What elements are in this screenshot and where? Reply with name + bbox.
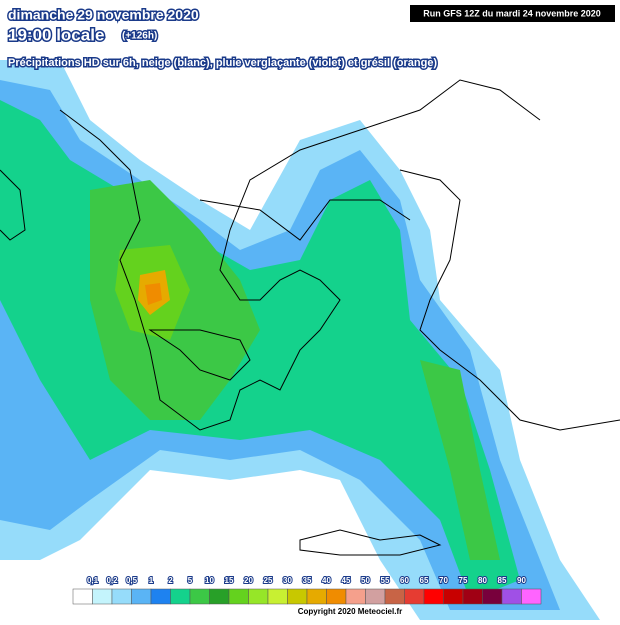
legend-swatch [150, 588, 171, 605]
legend-swatch [228, 588, 249, 605]
legend-swatch [521, 588, 542, 605]
legend-label: 10 [205, 576, 214, 585]
legend-label: 65 [420, 576, 429, 585]
legend-swatch [209, 588, 230, 605]
run-box [410, 5, 615, 22]
legend-label: 35 [303, 576, 312, 585]
legend-label: 1 [149, 576, 154, 585]
legend-swatch [131, 588, 152, 605]
legend-label: 25 [264, 576, 273, 585]
legend-swatch [267, 588, 288, 605]
legend-swatch [170, 588, 191, 605]
legend-swatch [92, 588, 113, 605]
legend-swatch [189, 588, 210, 605]
legend-label: 60 [400, 576, 409, 585]
legend-swatch [443, 588, 464, 605]
legend-label: 85 [498, 576, 507, 585]
legend-swatch [248, 588, 269, 605]
legend-label: 55 [381, 576, 390, 585]
legend-label: 45 [342, 576, 351, 585]
legend-swatch [423, 588, 444, 605]
lead-time: (+126h) [122, 31, 157, 42]
legend-label: 70 [439, 576, 448, 585]
precipitation [0, 60, 600, 620]
legend-swatch [326, 588, 347, 605]
legend-label: 40 [322, 576, 331, 585]
legend-label: 0,5 [126, 576, 138, 585]
legend-swatch [462, 588, 483, 605]
legend-swatch [404, 588, 425, 605]
run-info: Run GFS 12Z du mardi 24 novembre 2020 [423, 8, 601, 18]
legend-swatch [384, 588, 405, 605]
copyright: Copyright 2020 Meteociel.fr [298, 607, 402, 616]
legend-label: 90 [517, 576, 526, 585]
legend-swatch [72, 588, 93, 605]
legend-label: 2 [168, 576, 173, 585]
time: 19:00 locale [8, 25, 104, 44]
subtitle: Précipitations HD sur 6h, neige (blanc),… [8, 57, 437, 69]
legend-label: 80 [478, 576, 487, 585]
legend: 0,1 0,2 0,5 1 2 5 10 15 20 25 30 35 40 45 50 55 60 65 70 75… [72, 575, 542, 605]
legend-label: 0,1 [87, 576, 99, 585]
legend-label: 15 [225, 576, 234, 585]
legend-swatch [482, 588, 503, 605]
date: dimanche 29 novembre 2020 [8, 7, 199, 23]
coastlines [0, 79, 620, 556]
legend-swatch [345, 588, 366, 605]
legend-label: 0,2 [106, 576, 118, 585]
legend-swatch [111, 588, 132, 605]
legend-label: 20 [244, 576, 253, 585]
legend-label: 5 [188, 576, 193, 585]
legend-label: 75 [459, 576, 468, 585]
legend-swatch [287, 588, 308, 605]
legend-swatch [365, 588, 386, 605]
legend-swatch [306, 588, 327, 605]
legend-label: 50 [361, 576, 370, 585]
legend-label: 30 [283, 576, 292, 585]
legend-swatch [501, 588, 522, 605]
